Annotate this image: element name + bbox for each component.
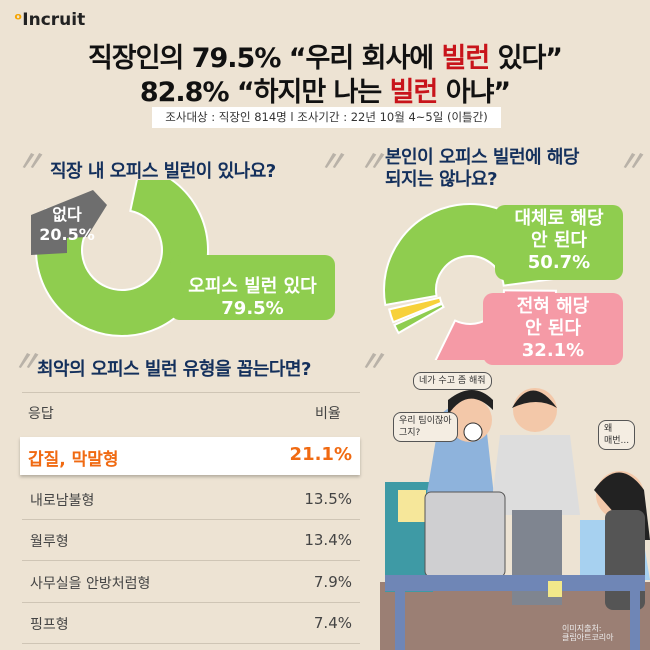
yes-label-box [170,255,335,320]
survey-info: 조사대상 : 직장인 814명 l 조사기간 : 22년 10월 4~5일 (이… [152,107,501,128]
office-illustration [380,388,650,650]
donut-chart-1 [31,180,335,337]
logo-text: Incruit [22,10,86,30]
ratio-cell: 7.4% [313,614,352,632]
response-cell: 핑프형 [30,617,69,633]
table-row: 월루형 13.4% [22,520,360,561]
yes-label: 오피스 빌런 있다 79.5% [188,276,317,319]
ratio-cell: 21.1% [289,444,352,465]
table-row: 내로남불형 13.5% [22,479,360,520]
speech-bubble: 네가 수고 좀 해줘 [413,372,492,390]
headline-line-1: 직장인의 79.5% “우리 회사에 빌런 있다” [87,43,563,74]
response-cell: 사무실을 안방처럼형 [30,575,151,592]
label-not-at-all: 전혀 해당 안 된다 32.1% [483,293,623,365]
label-mostly-not: 대체로 해당 안 된다 50.7% [495,205,623,280]
question-1-title: 직장 내 오피스 빌런이 있나요? [50,161,276,182]
response-cell: 갑질, 막말형 [28,450,119,470]
ratio-cell: 7.9% [313,572,352,591]
quote-mark: 〃 [617,145,646,178]
response-cell: 월루형 [30,534,69,550]
quote-mark: 〃 [12,345,41,378]
divider [22,392,360,393]
table-row: 핑프형 7.4% [22,603,360,644]
quote-mark: 〃 [16,145,45,178]
column-header-response: 응답 [28,406,54,422]
image-credit: 이미지출처: 클립아트코리아 [562,624,614,642]
quote-mark: 〃 [358,345,387,378]
headline-line-2: 82.8% “하지만 나는 빌런 아냐” [139,77,511,108]
no-label: 없다 20.5% [39,205,95,244]
slice-other [393,302,445,335]
speech-bubble: 우리 팀이잖아 그지? [393,412,458,442]
quote-mark: 〃 [358,145,387,178]
response-cell: 내로남불형 [30,492,95,509]
incruit-logo: ᵒIncruit [14,10,86,30]
question-3-title: 최악의 오피스 빌런 유형을 꼽는다면? [37,359,311,380]
ratio-cell: 13.5% [304,489,352,508]
slice-other [388,296,443,324]
column-header-ratio: 비율 [315,406,341,422]
table-row-highlighted: 갑질, 막말형 21.1% [20,437,360,475]
speech-bubble: 왜 매번... [598,420,636,450]
no-label-box [31,190,107,255]
ratio-cell: 13.4% [304,531,352,549]
table-row: 사무실을 안방처럼형 7.9% [22,562,360,603]
quote-mark: 〃 [318,145,347,178]
slice-yes [35,180,209,337]
question-2-title: 본인이 오피스 빌런에 해당 되지는 않나요? [385,147,579,190]
